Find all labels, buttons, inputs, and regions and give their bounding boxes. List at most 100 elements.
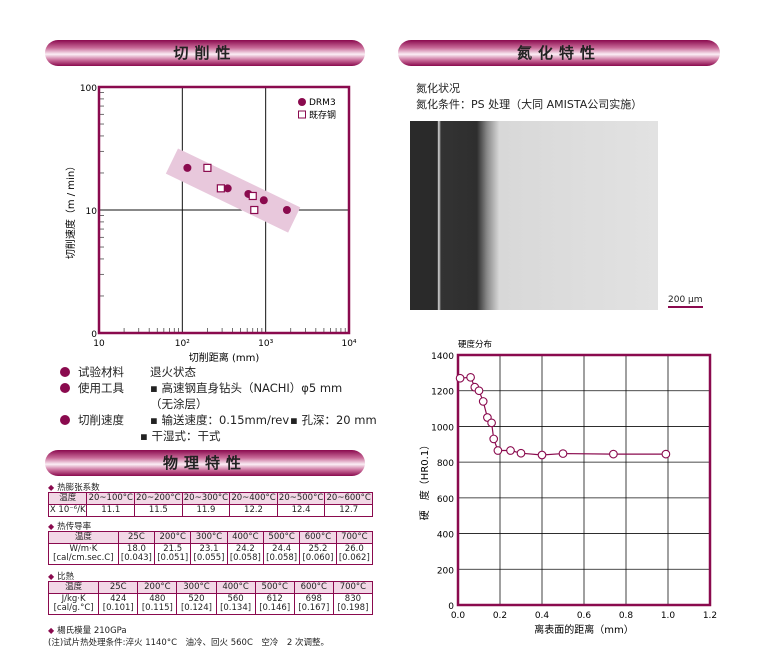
cell-text: [0.043]: [120, 553, 152, 563]
y-axis-label: 切削速度（m / min）: [64, 161, 77, 259]
drm3-point: [259, 196, 268, 205]
note-material: 试验材料 退火状态: [60, 364, 196, 380]
hardness-point: [466, 372, 475, 382]
drm3-point: [183, 163, 192, 172]
y-tick-label: 0: [448, 602, 454, 612]
y-tick-label: 10: [86, 207, 98, 217]
hardness-point: [558, 449, 568, 458]
table-cell: 698 [0.167]: [293, 593, 334, 615]
cell-text: J/kg·K: [61, 594, 86, 604]
existing-steel-point: [216, 184, 225, 193]
y-tick-label: 400: [437, 531, 454, 541]
table-cell: 24.2 [0.058]: [226, 543, 264, 565]
existing-steel-point: [250, 205, 259, 215]
cell-text: [0.124]: [180, 603, 212, 613]
nitriding-condition: 氮化条件：PS 处理（大同 AMISTA公司实施）: [416, 98, 643, 111]
header-cell: 20~300°C: [181, 492, 231, 505]
table-row: X 10⁻⁶/K 11.1 11.5 11.9 12.2 12.4 12.7: [47, 504, 373, 517]
hardness-chart: 硬度分布 0.0 0.2 0.4 0.6 0.8 1.0 1.2 0 200 400 600 800 10…: [418, 339, 717, 636]
drm3-point: [223, 184, 232, 193]
cell-text: 612: [266, 594, 283, 604]
hardness-point: [474, 386, 484, 396]
thermal-conductivity-table: 温度 25C 200°C 300°C 400°C 500°C 600°C 700°C W/m·K…: [48, 531, 374, 565]
table-cell: 560 [0.134]: [215, 593, 256, 615]
table-row: W/m·K [cal/cm.sec.C] 18.0 [0.043] 21.5 [0.051…: [48, 543, 374, 565]
cell-text: 698: [305, 594, 322, 604]
note-speed: 切削速度 ▪ 输送速度：0.15mm/rev▪ 孔深：20 mm ▪ 干湿式：干式: [60, 412, 377, 444]
header-cell: 200°C: [137, 581, 178, 594]
heat-treatment-note: (注)试片热处理条件:淬火 1140°C 油冷、回火 560C 空冷 2 次调整…: [48, 638, 329, 648]
nitriding-status: 氮化状况: [416, 82, 460, 95]
trend-band: [165, 148, 301, 233]
drm3-point: [282, 206, 291, 214]
thermal-conductivity-title: ◆ 热传导率: [48, 522, 92, 532]
cell-text: 25.2: [308, 544, 328, 554]
header-row: 温度 25C 200°C 300°C 400°C 500°C 600°C 700°C: [48, 531, 374, 544]
hardness-point: [609, 449, 618, 459]
x-tick-label: 1.2: [703, 611, 717, 621]
y-tick-label: 1400: [431, 352, 454, 362]
cell-text: X 10⁻⁶/K: [49, 505, 86, 515]
table-cell: 11.5: [134, 504, 183, 517]
thermal-expansion-table: 温度 20~100°C 20~200°C 20~300°C 20~400°C 20~500…: [47, 492, 373, 517]
cell-text: [0.051]: [157, 553, 189, 563]
plot-frame: [97, 85, 351, 335]
cell-text: [0.167]: [298, 603, 330, 613]
legend-existing-label: 既存钢: [309, 109, 336, 121]
hardness-point: [493, 446, 503, 455]
table-cell: 11.1: [86, 504, 136, 517]
table-cell: J/kg·K [cal/g.°C]: [47, 593, 100, 615]
table-cell: 12.2: [229, 504, 278, 517]
legend-existing-marker: [298, 110, 306, 119]
hardness-point: [537, 450, 547, 460]
x-tick-label: 0.8: [619, 611, 634, 621]
young-modulus: ◆ 楊氏模量 210GPa: [48, 626, 127, 636]
nitriding-header: 氮化特性: [398, 40, 720, 66]
cell-text: [0.055]: [193, 553, 225, 563]
existing-steel-point: [248, 191, 257, 201]
table-cell: 26.0 [0.062]: [335, 543, 374, 565]
physical-header: 物理特性: [45, 450, 365, 476]
cell-text: [0.115]: [141, 603, 173, 613]
existing-steel-point: [203, 163, 212, 172]
bullet-icon: [60, 367, 70, 377]
y-tick-label: 1200: [431, 388, 454, 398]
cell-text: [0.146]: [259, 603, 291, 613]
cell-text: 480: [149, 594, 166, 604]
cell-text: 11.1: [101, 505, 121, 515]
y-tick-label: 200: [437, 566, 454, 576]
cell-text: [0.134]: [220, 603, 252, 613]
cell-text: 26.0: [344, 544, 364, 554]
cell-text: 11.9: [196, 505, 216, 515]
header-cell: 温度: [47, 581, 100, 594]
header-cell: 200°C: [154, 531, 192, 544]
hardness-point: [489, 434, 499, 444]
cell-text: [0.101]: [102, 603, 134, 613]
hardness-point: [487, 418, 496, 428]
x-axis-label: 切削距离 (mm): [189, 351, 260, 363]
table-cell: 480 [0.115]: [137, 593, 178, 615]
cell-text: 21.5: [163, 544, 183, 554]
header-cell: 20~200°C: [134, 492, 183, 505]
x-tick-label: 0.6: [577, 611, 592, 621]
micrograph-image: [410, 121, 658, 310]
table-cell: 520 [0.124]: [176, 593, 217, 615]
x-tick-label: 0.4: [535, 611, 550, 621]
x-tick-label: 10: [93, 339, 105, 349]
table-cell: 25.2 [0.060]: [299, 543, 337, 565]
y-tick-label: 1000: [431, 423, 454, 433]
header-cell: 温度: [47, 492, 88, 505]
hardness-point: [661, 449, 671, 459]
header-cell: 20~100°C: [86, 492, 136, 505]
table-cell: 424 [0.101]: [98, 593, 139, 615]
cell-text: [cal/cm.sec.C]: [53, 553, 114, 563]
table-cell: 12.4: [276, 504, 326, 517]
header-cell: 300°C: [190, 531, 228, 544]
legend-drm3-marker: [298, 98, 306, 106]
cell-text: 23.1: [199, 544, 219, 554]
header-cell: 400°C: [215, 581, 256, 594]
table-cell: 612 [0.146]: [254, 593, 295, 615]
cell-text: 12.4: [291, 505, 311, 515]
table-cell: 12.7: [324, 504, 373, 517]
cell-text: 18.0: [126, 544, 146, 554]
